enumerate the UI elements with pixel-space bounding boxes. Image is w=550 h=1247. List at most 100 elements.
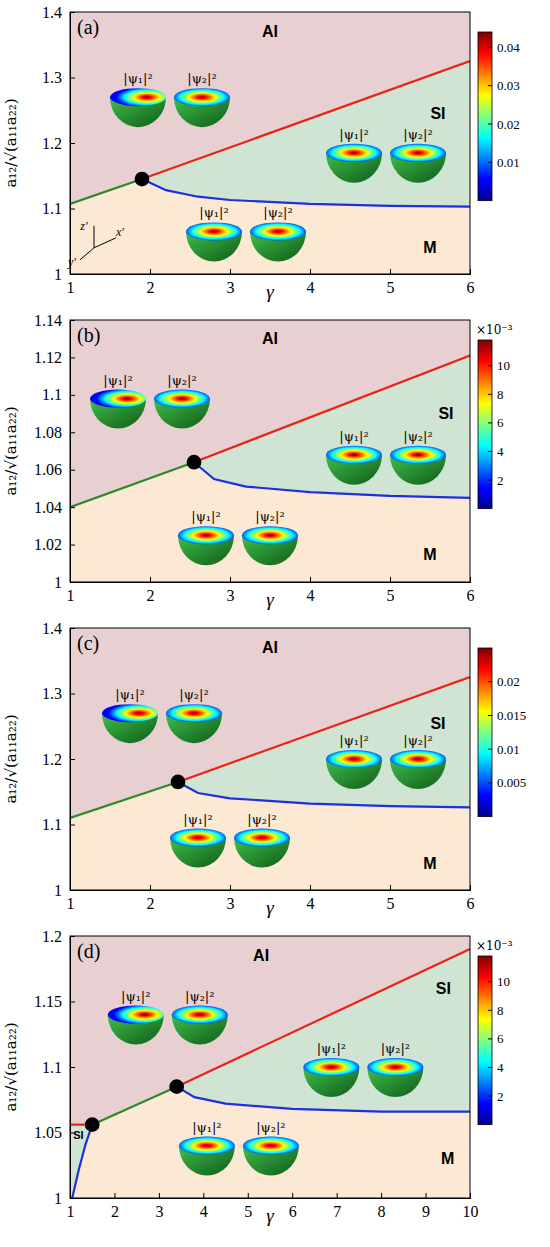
phase-boundary <box>72 1125 92 1198</box>
region-label: AI <box>262 330 278 347</box>
x-tick: 5 <box>244 1193 252 1220</box>
x-tick-mark <box>150 577 151 582</box>
colorbar-tick-label: 4 <box>497 444 504 459</box>
plot-area <box>70 12 470 274</box>
colorbar-tick <box>488 47 492 48</box>
x-tick-label: 6 <box>467 895 475 912</box>
critical-point <box>187 455 202 470</box>
x-tick-mark <box>230 885 231 890</box>
y-tick-mark <box>70 78 75 79</box>
inset-label: |ψ₁|² <box>192 1120 221 1135</box>
x-tick-label: 9 <box>422 1203 430 1220</box>
colorbar-tick-label: 0.03 <box>497 78 520 93</box>
plot-area <box>70 936 470 1198</box>
triad-arrow <box>80 248 94 260</box>
y-tick-mark <box>70 694 75 695</box>
y-tick-label: 1.14 <box>34 312 62 329</box>
x-tick-mark <box>159 1193 160 1198</box>
region-label: AI <box>262 639 278 656</box>
y-tick-mark <box>70 470 75 471</box>
inset-label: |ψ₁|² <box>199 205 228 220</box>
y-tick-label: 1.2 <box>42 135 62 152</box>
colorbar-tick-label: 2 <box>497 1089 504 1104</box>
x-tick-label: 4 <box>307 895 315 912</box>
y-tick-mark <box>70 1198 75 1199</box>
inset-density <box>102 704 158 722</box>
colorbar-group: 0.0050.010.0150.02 <box>478 648 526 817</box>
inset-label: |ψ₂|² <box>263 205 292 220</box>
x-tick: 5 <box>387 577 395 604</box>
x-tick-mark <box>470 1193 471 1198</box>
inset-density <box>390 750 446 768</box>
axes-triad: z′x′y′ <box>67 219 124 269</box>
colorbar-tick <box>488 1038 492 1039</box>
region-label: SI <box>436 980 451 997</box>
y-tick: 1 <box>54 574 75 591</box>
inset-label: |ψ₁|² <box>121 989 150 1004</box>
y-axis-title: a₁₂/√(a₁₁a₂₂) <box>2 714 20 803</box>
colorbar-tick-label: 10 <box>497 974 510 989</box>
density-inset: |ψ₁|²|ψ₂|² <box>108 989 228 1045</box>
x-axis-line <box>71 577 471 583</box>
x-tick-mark <box>390 269 391 274</box>
x-tick-mark <box>248 1193 249 1198</box>
y-axis-line <box>71 13 76 275</box>
x-tick-mark <box>426 1193 427 1198</box>
colorbar-tick <box>488 422 492 423</box>
inset-label: |ψ₂|² <box>403 429 432 444</box>
y-tick-label: 1 <box>54 882 62 899</box>
x-tick-mark <box>310 269 311 274</box>
y-tick-label: 1.4 <box>42 4 62 21</box>
phase-boundary <box>178 677 470 782</box>
x-tick-label: 8 <box>378 1203 386 1220</box>
y-tick-mark <box>70 1002 75 1003</box>
x-tick: 6 <box>467 885 475 912</box>
colorbar-tick <box>488 715 492 716</box>
colorbar-tick <box>488 123 492 124</box>
density-inset: |ψ₁|²|ψ₂|² <box>178 509 298 565</box>
x-tick: 5 <box>387 269 395 296</box>
inset-density <box>303 1058 359 1076</box>
y-tick-mark <box>70 582 75 583</box>
density-inset: |ψ₁|²|ψ₂|² <box>102 687 222 743</box>
inset-label: |ψ₂|² <box>403 127 432 142</box>
panel: 12345611.11.21.31.4γa₁₂/√(a₁₁a₂₂)(c)|ψ₁|… <box>2 620 526 918</box>
plot-area <box>70 320 470 582</box>
y-tick-mark <box>70 12 75 13</box>
colorbar-tick-label: 8 <box>497 387 504 402</box>
density-inset: |ψ₁|²|ψ₂|² <box>179 1120 299 1176</box>
x-tick-label: 4 <box>307 587 315 604</box>
y-tick: 1.05 <box>34 1124 75 1141</box>
y-tick-label: 1.1 <box>42 1059 62 1076</box>
y-tick: 1 <box>54 882 75 899</box>
y-tick-label: 1.02 <box>34 536 62 553</box>
y-tick-label: 1 <box>54 574 62 591</box>
y-tick-mark <box>70 320 75 321</box>
phase-boundary <box>70 179 142 204</box>
y-tick: 1.15 <box>34 993 75 1010</box>
inset-density <box>166 704 222 722</box>
y-tick-label: 1.3 <box>42 685 62 702</box>
critical-point <box>135 172 150 187</box>
x-tick-mark <box>470 885 471 890</box>
phase-boundary <box>194 356 470 463</box>
x-tick-label: 1 <box>67 895 75 912</box>
inset-density <box>174 88 230 106</box>
region-label: SI <box>73 1129 83 1141</box>
y-tick: 1.4 <box>42 620 75 637</box>
region-label: SI <box>430 105 445 122</box>
y-axis-line <box>71 937 76 1199</box>
x-tick: 4 <box>200 1193 208 1220</box>
y-axis: 11.11.21.31.4 <box>42 620 75 899</box>
x-tick: 4 <box>307 577 315 604</box>
inset-label: |ψ₂|² <box>187 71 216 86</box>
colorbar <box>478 956 492 1125</box>
inset-label: |ψ₂|² <box>381 1041 410 1056</box>
y-tick-mark <box>70 395 75 396</box>
x-tick-mark <box>337 1193 338 1198</box>
y-tick-mark <box>70 432 75 433</box>
inset-density <box>172 1006 228 1024</box>
panel-label: (d) <box>77 940 100 963</box>
x-tick: 3 <box>155 1193 163 1220</box>
y-tick-label: 1.3 <box>42 69 62 86</box>
